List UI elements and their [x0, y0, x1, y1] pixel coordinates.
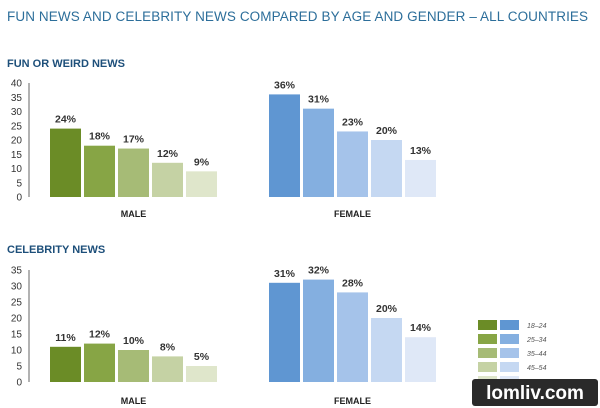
- legend-swatch-female: [500, 362, 519, 372]
- y-tick-label: 25: [11, 298, 23, 309]
- data-label: 10%: [123, 335, 145, 347]
- data-label: 36%: [274, 79, 296, 91]
- data-label: 23%: [342, 116, 364, 128]
- y-tick-label: 10: [11, 164, 23, 175]
- data-label: 9%: [194, 156, 210, 168]
- bar-male-1: [50, 128, 81, 197]
- data-label: 28%: [342, 277, 364, 289]
- bar-female-4: [371, 318, 402, 382]
- legend-label: 25–34: [526, 337, 547, 344]
- bar-female-1: [269, 282, 300, 382]
- y-tick-label: 35: [11, 93, 23, 104]
- bar-male-3: [118, 148, 149, 197]
- y-tick-label: 25: [11, 121, 23, 132]
- data-label: 5%: [194, 351, 210, 363]
- data-label: 13%: [410, 145, 432, 157]
- legend-label: 45–54: [527, 365, 547, 372]
- category-label-female: FEMALE: [334, 209, 371, 219]
- bar-female-2: [303, 108, 334, 197]
- y-tick-label: 30: [11, 282, 23, 293]
- page-title: FUN NEWS AND CELEBRITY NEWS COMPARED BY …: [7, 9, 589, 24]
- data-label: 11%: [55, 332, 76, 344]
- bar-female-3: [337, 292, 368, 382]
- bar-female-2: [303, 279, 334, 382]
- legend-swatch-male: [478, 362, 497, 372]
- bar-male-5: [186, 366, 217, 382]
- bar-male-2: [84, 343, 115, 382]
- y-tick-label: 10: [11, 346, 23, 357]
- legend-swatch-male: [478, 334, 497, 344]
- data-label: 18%: [89, 131, 111, 143]
- data-label: 24%: [55, 114, 77, 126]
- data-label: 17%: [123, 134, 145, 146]
- category-label-male: MALE: [121, 209, 147, 219]
- bar-female-5: [405, 159, 436, 197]
- watermark-text: lomliv.com: [486, 383, 584, 404]
- category-label-male: MALE: [121, 396, 147, 406]
- data-label: 20%: [376, 303, 398, 315]
- chart-title: CELEBRITY NEWS: [7, 244, 105, 256]
- bar-male-4: [152, 356, 183, 382]
- bar-male-1: [50, 346, 81, 382]
- y-tick-label: 30: [11, 107, 23, 118]
- legend-label: 35–44: [527, 351, 547, 358]
- chart-celebrity-news: CELEBRITY NEWS 0 5 10 15 20 25 30 35 11% 12% 10% 8% 5…: [7, 244, 436, 406]
- legend-label: 18–24: [527, 323, 547, 330]
- y-tick-label: 5: [16, 362, 22, 373]
- y-tick-label: 0: [16, 193, 22, 204]
- y-tick-label: 40: [11, 79, 23, 90]
- bar-male-5: [186, 171, 217, 197]
- bar-male-2: [84, 145, 115, 197]
- y-tick-label: 5: [16, 178, 22, 189]
- data-label: 20%: [376, 125, 398, 137]
- legend-swatch-male: [478, 320, 497, 330]
- bar-female-1: [269, 94, 300, 197]
- bar-female-4: [371, 140, 402, 197]
- bar-male-3: [118, 350, 149, 382]
- chart-fun-weird-news: FUN OR WEIRD NEWS 0 5 10 15 20 25 30 35 40 24% 18% 1…: [7, 58, 436, 219]
- y-tick-label: 15: [11, 330, 23, 341]
- legend-swatch-male: [478, 348, 497, 358]
- legend-swatch-female: [500, 348, 519, 358]
- y-tick-label: 20: [11, 136, 23, 147]
- bar-female-3: [337, 131, 368, 197]
- data-label: 31%: [274, 268, 296, 280]
- legend-swatch-female: [500, 334, 519, 344]
- chart-title: FUN OR WEIRD NEWS: [7, 58, 125, 70]
- y-tick-label: 20: [11, 314, 23, 325]
- y-tick-label: 15: [11, 150, 23, 161]
- watermark-badge: [472, 379, 598, 406]
- y-tick-label: 0: [16, 378, 22, 389]
- legend-swatch-female: [500, 320, 519, 330]
- y-tick-label: 35: [11, 266, 23, 277]
- bar-male-4: [152, 162, 183, 197]
- data-label: 12%: [157, 148, 179, 160]
- bar-female-5: [405, 337, 436, 382]
- data-label: 32%: [308, 265, 330, 277]
- data-label: 31%: [308, 94, 330, 106]
- data-label: 12%: [89, 329, 111, 341]
- watermark: lomliv.com: [472, 379, 598, 406]
- data-label: 14%: [410, 322, 432, 334]
- category-label-female: FEMALE: [334, 396, 371, 406]
- data-label: 8%: [160, 341, 176, 353]
